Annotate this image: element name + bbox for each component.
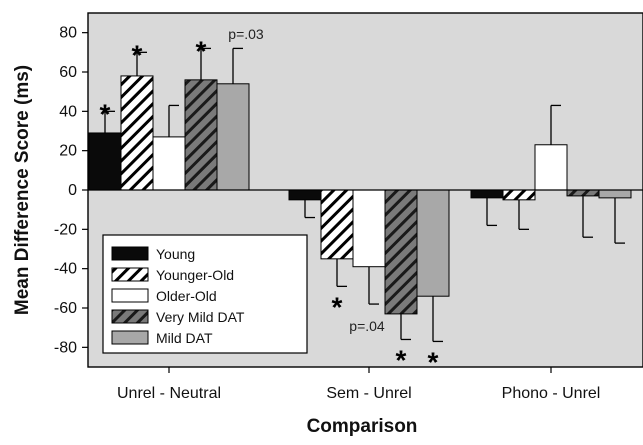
legend-swatch bbox=[111, 246, 149, 261]
bar-older-old bbox=[152, 136, 186, 191]
bar-mild-dat bbox=[416, 189, 450, 297]
legend-label: Young bbox=[156, 246, 195, 262]
legend-label: Older-Old bbox=[156, 288, 217, 304]
legend-label: Mild DAT bbox=[156, 330, 213, 346]
bar-mild-dat bbox=[216, 83, 250, 191]
y-tick-label: 20 bbox=[59, 143, 77, 160]
legend-label: Very Mild DAT bbox=[156, 309, 245, 325]
significance-star: * bbox=[132, 39, 143, 70]
p-value-label: p=.04 bbox=[349, 318, 385, 334]
legend: Young Younger-Old Older-Old Very Mild DAT Mi… bbox=[102, 234, 308, 354]
bar-mild-dat bbox=[598, 189, 632, 199]
legend-swatch bbox=[111, 267, 149, 282]
y-tick-label: -60 bbox=[54, 300, 77, 317]
y-tick-label: -40 bbox=[54, 261, 77, 278]
bar-very-mild-dat bbox=[384, 189, 418, 315]
y-tick-label: -80 bbox=[54, 339, 77, 356]
significance-star: * bbox=[396, 344, 407, 375]
bar-young bbox=[470, 189, 504, 199]
significance-star: * bbox=[428, 346, 439, 377]
bar-younger-old bbox=[120, 75, 154, 191]
y-tick-label: -20 bbox=[54, 221, 77, 238]
bar-younger-old bbox=[320, 189, 354, 260]
x-tick-label: Sem - Unrel bbox=[326, 385, 411, 402]
x-axis-title: Comparison bbox=[307, 416, 418, 437]
significance-star: * bbox=[196, 35, 207, 66]
bar-very-mild-dat bbox=[566, 189, 600, 197]
x-tick-label: Unrel - Neutral bbox=[117, 385, 221, 402]
x-tick-label: Phono - Unrel bbox=[502, 385, 601, 402]
y-tick-label: 80 bbox=[59, 25, 77, 42]
y-tick-label: 60 bbox=[59, 64, 77, 81]
p-value-label: p=.03 bbox=[228, 26, 264, 42]
bar-older-old bbox=[534, 144, 568, 191]
bar-very-mild-dat bbox=[184, 79, 218, 191]
legend-swatch bbox=[111, 330, 149, 345]
bar-young bbox=[288, 189, 322, 201]
significance-star: * bbox=[332, 291, 343, 322]
bar-young bbox=[88, 132, 122, 191]
legend-swatch bbox=[111, 288, 149, 303]
y-tick-label: 40 bbox=[59, 103, 77, 120]
y-tick-label: 0 bbox=[68, 182, 77, 199]
legend-label: Younger-Old bbox=[156, 267, 234, 283]
bar-older-old bbox=[352, 189, 386, 268]
bar-younger-old bbox=[502, 189, 536, 201]
legend-swatch bbox=[111, 309, 149, 324]
significance-star: * bbox=[100, 98, 111, 129]
y-axis-title: Mean Difference Score (ms) bbox=[12, 65, 33, 315]
